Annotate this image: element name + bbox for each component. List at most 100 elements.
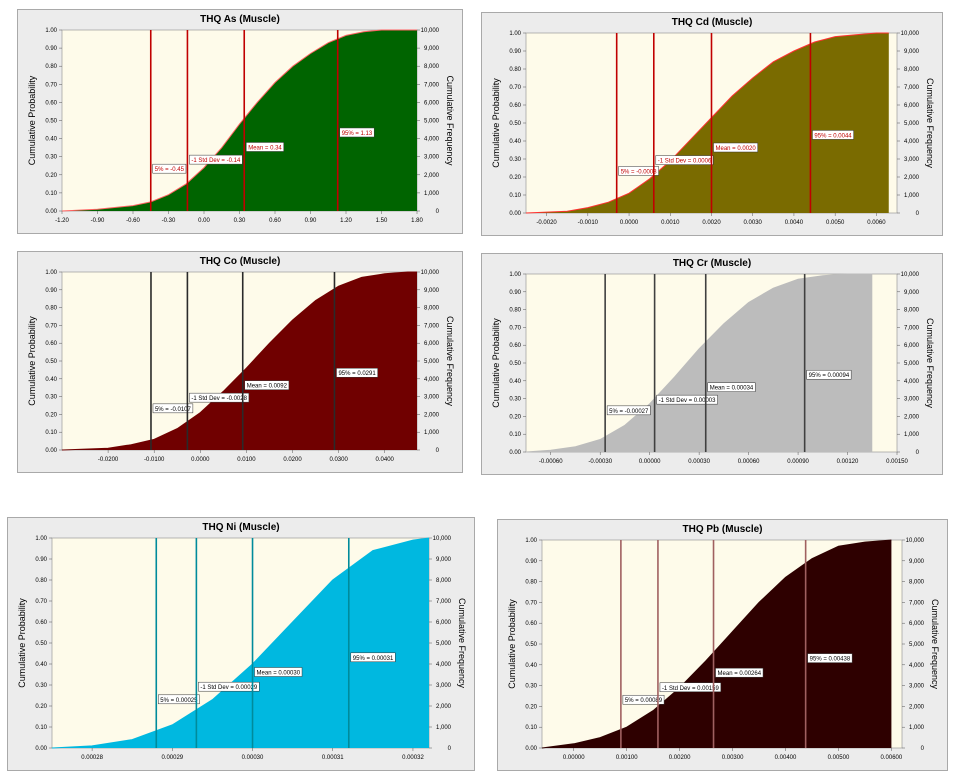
x-tick-label: 0.00400 [775, 755, 797, 761]
y2-tick-label: 0 [448, 746, 452, 752]
y-tick-label: 0.80 [525, 580, 537, 586]
x-tick-label: 0.00150 [886, 459, 908, 465]
marker-label-box [244, 380, 290, 390]
y-axis-label: Cumulative Probability [27, 75, 37, 165]
x-tick-label: 0.00029 [161, 755, 183, 761]
y2-tick-label: 7,000 [424, 323, 440, 329]
y2-tick-label: 1,000 [424, 430, 440, 436]
y-tick-label: 0.40 [45, 377, 57, 383]
marker-label-box [618, 166, 659, 176]
x-tick-label: 0.00200 [669, 755, 691, 761]
marker-label: 95% = 1.13 [339, 127, 375, 138]
y2-axis-label: Cumulative Frequency [457, 598, 467, 689]
y-tick-label: 1.00 [45, 28, 57, 34]
marker-label-box [659, 682, 722, 693]
chart-panel-pb: THQ Pb (Muscle) 0.00 0 0.10 1,000 0.20 2,000 0.… [497, 519, 948, 771]
marker-label: 95% = 0.00094 [806, 369, 852, 380]
y2-tick-label: 5,000 [904, 121, 920, 127]
marker-label-box [350, 652, 396, 663]
y-tick-label: 0.40 [45, 137, 57, 143]
x-tick-label: -0.0100 [144, 457, 165, 463]
y2-tick-label: 10,000 [901, 31, 920, 37]
marker-label-text: 95% = 0.00094 [809, 373, 850, 379]
y2-tick-label: 6,000 [424, 341, 440, 347]
y2-tick-label: 3,000 [424, 395, 440, 401]
y2-tick-label: 6,000 [904, 343, 920, 349]
y2-tick-label: 2,000 [424, 412, 440, 418]
y-tick-label: 1.00 [509, 31, 521, 37]
marker-label-text: 95% = 0.00031 [353, 656, 394, 662]
marker-label: -1 Std Dev = -0.0028 [189, 392, 250, 403]
y2-tick-label: 10,000 [421, 28, 440, 34]
chart-svg: THQ Cr (Muscle) 0.00 0 0.10 1,000 0.20 2,000 0.… [491, 258, 935, 465]
y-tick-label: 0.80 [509, 308, 521, 314]
marker-label-text: -1 Std Dev = 0.0006 [658, 159, 712, 165]
marker-label: 95% = 0.0291 [336, 367, 378, 378]
y2-tick-label: 0 [436, 209, 440, 215]
x-tick-label: -0.00030 [588, 459, 612, 465]
y2-tick-label: 5,000 [424, 119, 440, 125]
y-tick-label: 0.60 [45, 341, 57, 347]
y2-tick-label: 2,000 [424, 173, 440, 179]
y-tick-label: 0.90 [35, 557, 47, 563]
y-tick-label: 0.90 [509, 290, 521, 296]
cumulative-area [526, 33, 889, 213]
y-tick-label: 0.60 [45, 100, 57, 106]
x-tick-label: 0.00060 [738, 459, 760, 465]
x-tick-label: 0.0200 [283, 457, 302, 463]
x-tick-label: 0.00028 [81, 755, 103, 761]
y2-tick-label: 2,000 [436, 704, 452, 710]
marker-label-box [715, 667, 764, 678]
chart-title: THQ Cd (Muscle) [672, 17, 753, 28]
x-tick-label: -0.60 [126, 218, 140, 224]
y-tick-label: 0.70 [35, 599, 47, 605]
marker-label-box [812, 130, 854, 140]
y-tick-label: 0.10 [509, 432, 521, 438]
x-tick-label: -0.0020 [536, 220, 557, 226]
y-tick-label: 1.00 [509, 272, 521, 278]
marker-label: 5% = 0.00025 [158, 694, 200, 705]
y2-tick-label: 6,000 [436, 620, 452, 626]
x-tick-label: 0.00300 [722, 755, 744, 761]
cumulative-line [541, 539, 892, 749]
x-tick-label: 0.00032 [402, 755, 424, 761]
y-tick-label: 0.90 [509, 49, 521, 55]
y-tick-label: 0.10 [509, 193, 521, 199]
marker-label-box [189, 392, 250, 403]
x-tick-label: 0.00000 [563, 755, 585, 761]
x-tick-label: -1.20 [55, 218, 69, 224]
y2-tick-label: 3,000 [909, 684, 925, 690]
y2-tick-label: 3,000 [904, 397, 920, 403]
y-tick-label: 0.60 [35, 620, 47, 626]
marker-label: Mean = 0.00264 [715, 667, 764, 678]
y2-tick-label: 4,000 [424, 137, 440, 143]
cumulative-area [62, 272, 417, 450]
y-tick-label: 0.10 [525, 725, 537, 731]
x-tick-label: 0.00030 [688, 459, 710, 465]
y2-tick-label: 7,000 [904, 325, 920, 331]
marker-label-text: 5% = 0.00089 [625, 698, 663, 704]
marker-label-text: 5% = -0.45 [155, 167, 185, 173]
y2-tick-label: 3,000 [424, 155, 440, 161]
chart-svg: THQ Pb (Muscle) 0.00 0 0.10 1,000 0.20 2,000 0.… [507, 524, 940, 761]
marker-label: 5% = -0.45 [152, 163, 187, 174]
y-tick-label: 0.90 [45, 288, 57, 294]
y2-tick-label: 10,000 [906, 538, 925, 544]
cumulative-line [61, 271, 417, 451]
y-tick-label: 0.50 [525, 642, 537, 648]
marker-label: 95% = 0.00031 [350, 652, 396, 663]
chart-title: THQ As (Muscle) [200, 14, 280, 25]
marker-label: -1 Std Dev = 0.00003 [656, 394, 718, 405]
y2-axis-label: Cumulative Frequency [925, 78, 935, 169]
y2-tick-label: 7,000 [424, 82, 440, 88]
marker-label-text: Mean = 0.00264 [718, 671, 762, 677]
y2-tick-label: 7,000 [909, 600, 925, 606]
marker-label-box [245, 142, 284, 152]
y-tick-label: 0.20 [45, 412, 57, 418]
marker-label-text: Mean = 0.0092 [247, 384, 288, 390]
chart-panel-cd: THQ Cd (Muscle) 0.00 0 0.10 1,000 0.20 2,000 0.… [481, 12, 943, 236]
y2-tick-label: 9,000 [424, 46, 440, 52]
y-axis-label: Cumulative Probability [27, 316, 37, 406]
y2-tick-label: 1,000 [904, 193, 920, 199]
y-tick-label: 0.30 [35, 683, 47, 689]
